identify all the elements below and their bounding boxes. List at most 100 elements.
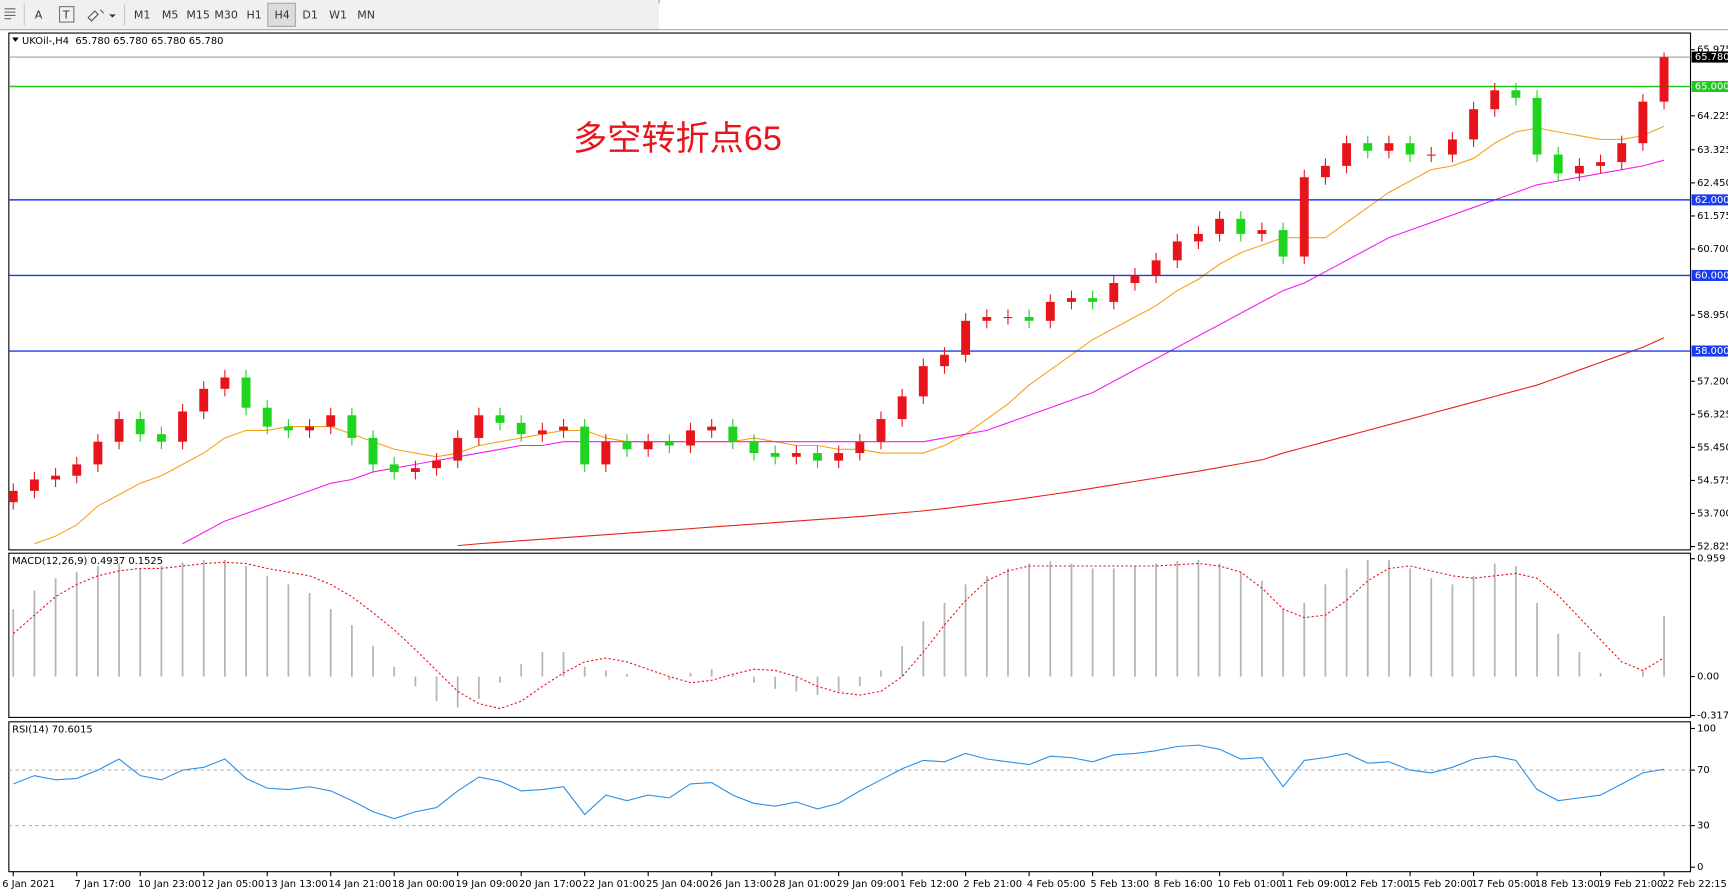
candle-body: [918, 366, 928, 397]
x-tick-label: 11 Feb 09:00: [1281, 879, 1346, 890]
timeframe-button[interactable]: W1: [329, 8, 347, 21]
plot-area: 多空转折点65: [8, 37, 1691, 547]
candle-body: [813, 453, 822, 461]
y-tick-label: 55.450: [1697, 442, 1728, 453]
x-tick-label: 15 Feb 20:00: [1408, 879, 1473, 890]
timeframe-label: M15: [186, 8, 210, 21]
candle-body: [1215, 218, 1225, 234]
candle-body: [8, 490, 18, 503]
plot-area: [8, 744, 1691, 827]
candle-body: [1088, 298, 1098, 302]
timeframe-label: D1: [302, 8, 318, 21]
timeframe-button[interactable]: D1: [302, 8, 318, 21]
timeframe-button[interactable]: H1: [247, 8, 262, 21]
candle-body: [1003, 317, 1013, 319]
y-tick-label: -0.3171: [1697, 711, 1728, 722]
timeframe-label: M1: [134, 8, 151, 21]
candle-body: [135, 419, 145, 435]
x-tick-label: 1 Feb 12:00: [900, 879, 959, 890]
x-tick-label: 26 Jan 13:00: [709, 879, 772, 890]
timeframe-label: W1: [329, 8, 347, 21]
timeframe-button[interactable]: M15: [186, 8, 210, 21]
candle-body: [1236, 218, 1246, 234]
candle-body: [961, 320, 971, 355]
candle-body: [643, 441, 653, 450]
y-tick-label: 53.700: [1697, 509, 1728, 520]
candle-body: [1553, 154, 1563, 174]
tool-button[interactable]: A: [35, 8, 43, 21]
x-tick-label: 20 Jan 17:00: [519, 879, 582, 890]
panel: 100 70 30 0 RSI(14) 70.6015: [8, 721, 1716, 873]
candle-body: [389, 464, 399, 472]
x-tick-label: 6 Jan 2021: [2, 879, 55, 890]
header-marker: [12, 37, 19, 42]
x-tick-label: 4 Feb 05:00: [1027, 879, 1086, 890]
candle-body: [1384, 143, 1394, 151]
timeframe-button[interactable]: H4: [274, 8, 289, 21]
timeframe-button[interactable]: M30: [214, 8, 238, 21]
candle-body: [728, 426, 738, 442]
panel: 0.959 0.00 -0.3171 MACD(12,26,9) 0.4937 0.1…: [8, 552, 1728, 722]
candle-body: [1574, 165, 1584, 174]
signal-line: [12, 561, 1665, 710]
x-tick-label: 25 Jan 04:00: [646, 879, 709, 890]
x-tick-label: 22 Feb 22:15: [1662, 879, 1727, 890]
timeframe-label: MN: [357, 8, 375, 21]
x-tick-label: 19 Jan 09:00: [455, 879, 518, 890]
candle-body: [1596, 162, 1606, 166]
level-label: 62.000: [1695, 195, 1728, 206]
candle-body: [1363, 143, 1373, 151]
candle-body: [347, 415, 357, 438]
candle-body: [559, 426, 568, 431]
timeframe-label: M30: [214, 8, 238, 21]
candle-body: [368, 437, 378, 465]
candle-body: [1342, 143, 1352, 166]
candle-body: [1426, 154, 1436, 156]
candle-body: [1299, 177, 1309, 257]
candle-body: [580, 426, 590, 465]
y-tick-label: 63.325: [1697, 145, 1728, 156]
y-tick-label: 54.575: [1697, 475, 1728, 486]
y-tick-label: 100: [1697, 723, 1716, 734]
x-tick-label: 2 Feb 21:00: [963, 879, 1022, 890]
candle-body: [1638, 101, 1648, 144]
timeframe-button[interactable]: MN: [357, 8, 375, 21]
candle-body: [305, 426, 314, 431]
panel-frame: [8, 32, 1692, 551]
candle-body: [1659, 57, 1669, 102]
menu-icon[interactable]: [4, 8, 16, 20]
candle-body: [537, 430, 547, 435]
y-tick-label: 0.959: [1697, 554, 1725, 565]
candle-body: [707, 426, 717, 431]
last-price-tag: [1691, 51, 1728, 63]
candle-body: [622, 441, 632, 450]
tool-button[interactable]: T: [62, 8, 70, 21]
candle-body: [516, 422, 526, 435]
candle-body: [156, 434, 166, 442]
level-tag: [1691, 345, 1728, 357]
candle-body: [178, 411, 188, 442]
timeframe-label: M5: [162, 8, 179, 21]
timeframe-label: H1: [247, 8, 262, 21]
draw-tool[interactable]: [87, 9, 116, 22]
candle-body: [1151, 260, 1161, 276]
rsi-line: [13, 744, 1665, 820]
candle-body: [876, 419, 886, 442]
x-tick-label: 18 Jan 00:00: [392, 879, 455, 890]
candle-body: [1130, 275, 1140, 284]
candle-body: [1447, 139, 1457, 155]
x-tick-label: 10 Feb 01:00: [1217, 879, 1282, 890]
candle-body: [940, 354, 949, 367]
y-tick-label: 64.225: [1697, 111, 1728, 122]
y-tick-label: 70: [1697, 765, 1710, 776]
candle-body: [1532, 97, 1542, 155]
y-tick-label: 62.450: [1697, 178, 1728, 189]
timeframe-button[interactable]: M1: [134, 8, 151, 21]
x-tick-label: 12 Feb 17:00: [1344, 879, 1409, 890]
y-tick-label: 0.00: [1697, 672, 1719, 683]
x-tick-label: 28 Jan 01:00: [773, 879, 836, 890]
moving-average: [457, 337, 1665, 547]
level-tag: [1691, 81, 1728, 93]
timeframe-button[interactable]: M5: [162, 8, 179, 21]
